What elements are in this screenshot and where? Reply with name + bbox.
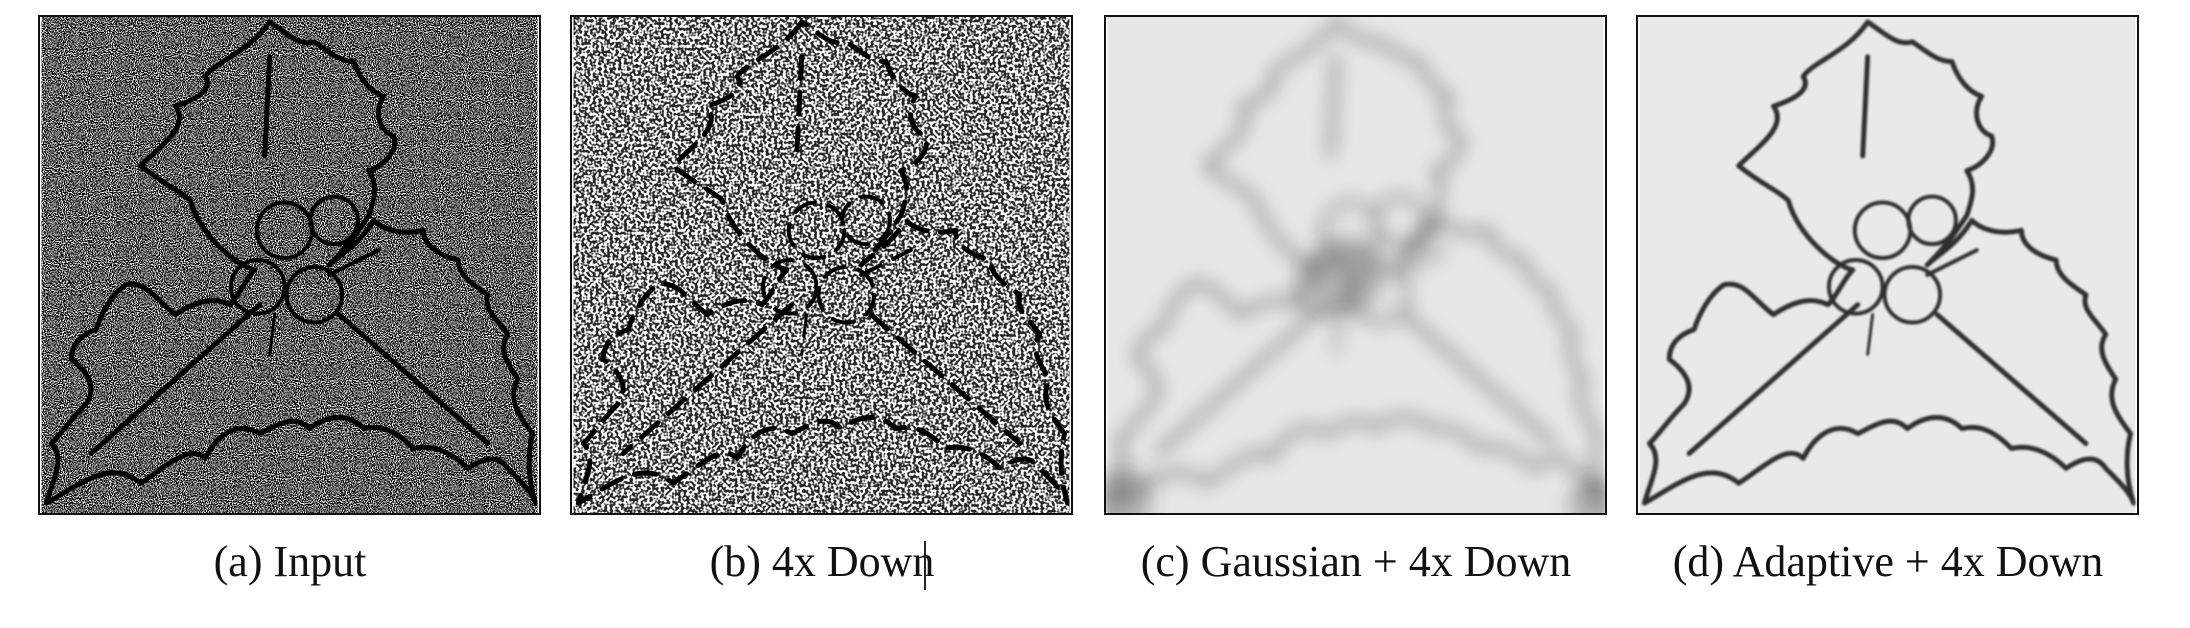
panel-input-image [38, 15, 541, 515]
holly-sketch-4x-down [573, 17, 1070, 513]
caption-input: (a) Input [213, 537, 367, 586]
holly-sketch-input [41, 17, 538, 513]
panel-4x-down-image [570, 15, 1073, 515]
holly-sketch-adaptive [1639, 17, 2136, 513]
holly-sketch-gaussian [1106, 17, 1605, 513]
panel-gaussian-4x-down-image [1104, 15, 1607, 515]
caption-4x-down: (b) 4x Down [709, 537, 935, 586]
text-cursor [924, 541, 926, 590]
caption-adaptive-4x-down: (d) Adaptive + 4x Down [1672, 537, 2104, 586]
panel-adaptive-4x-down-image [1636, 15, 2139, 515]
caption-gaussian-4x-down: (c) Gaussian + 4x Down [1140, 537, 1572, 586]
